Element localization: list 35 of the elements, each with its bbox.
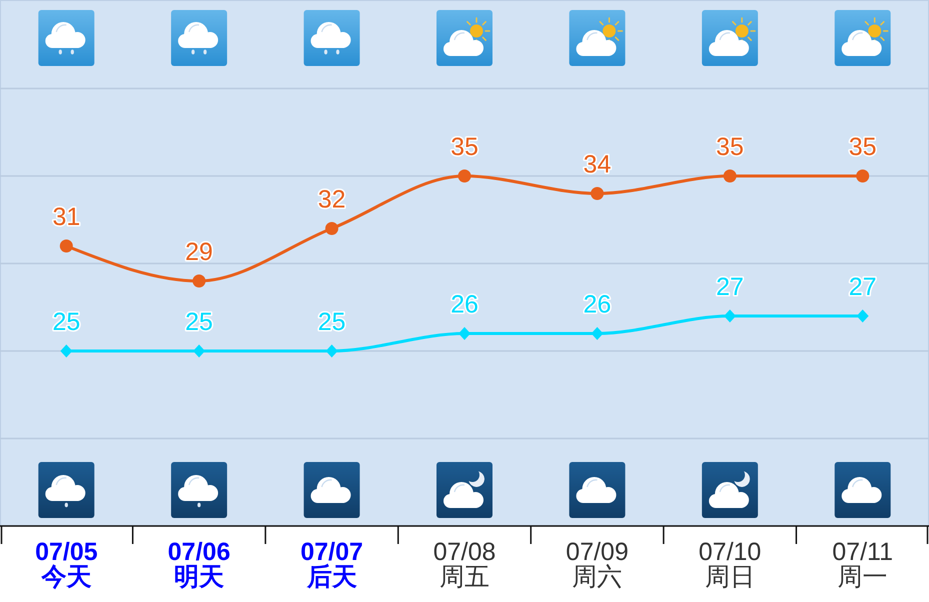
x-tick-label: 07/10 周日 [698,538,762,591]
data-label: 34 [583,150,612,178]
x-tick-label: 07/07 后天 [300,538,364,591]
data-label: 25 [318,308,346,336]
x-tick-label: 07/09 周六 [566,538,628,591]
point [192,274,206,288]
point [591,327,604,340]
data-label: 27 [848,273,877,301]
point [723,170,736,182]
data-label: 35 [450,133,478,161]
point [458,327,470,340]
point [326,344,338,358]
x-tick-label: 07/06 明天 [168,538,230,591]
data-label: 25 [52,308,80,336]
point [325,222,338,235]
x-tick-label: 07/05 今天 [35,538,98,591]
data-label: 27 [716,273,744,301]
point [458,170,471,182]
point [856,310,869,322]
data-label: 26 [583,290,612,318]
data-label: 29 [185,238,213,266]
x-tick-label: 07/08 周五 [433,538,496,591]
data-label: 26 [450,290,478,318]
point [60,344,72,358]
data-label: 31 [52,203,80,231]
point [590,187,604,200]
point [724,310,736,322]
point [60,240,73,252]
data-label: 35 [716,133,744,161]
data-label: 35 [848,133,877,161]
data-label: 32 [318,186,346,214]
x-tick-label: 07/11 周一 [832,538,893,591]
point [193,344,206,358]
point [856,170,870,182]
data-label: 25 [185,308,213,336]
